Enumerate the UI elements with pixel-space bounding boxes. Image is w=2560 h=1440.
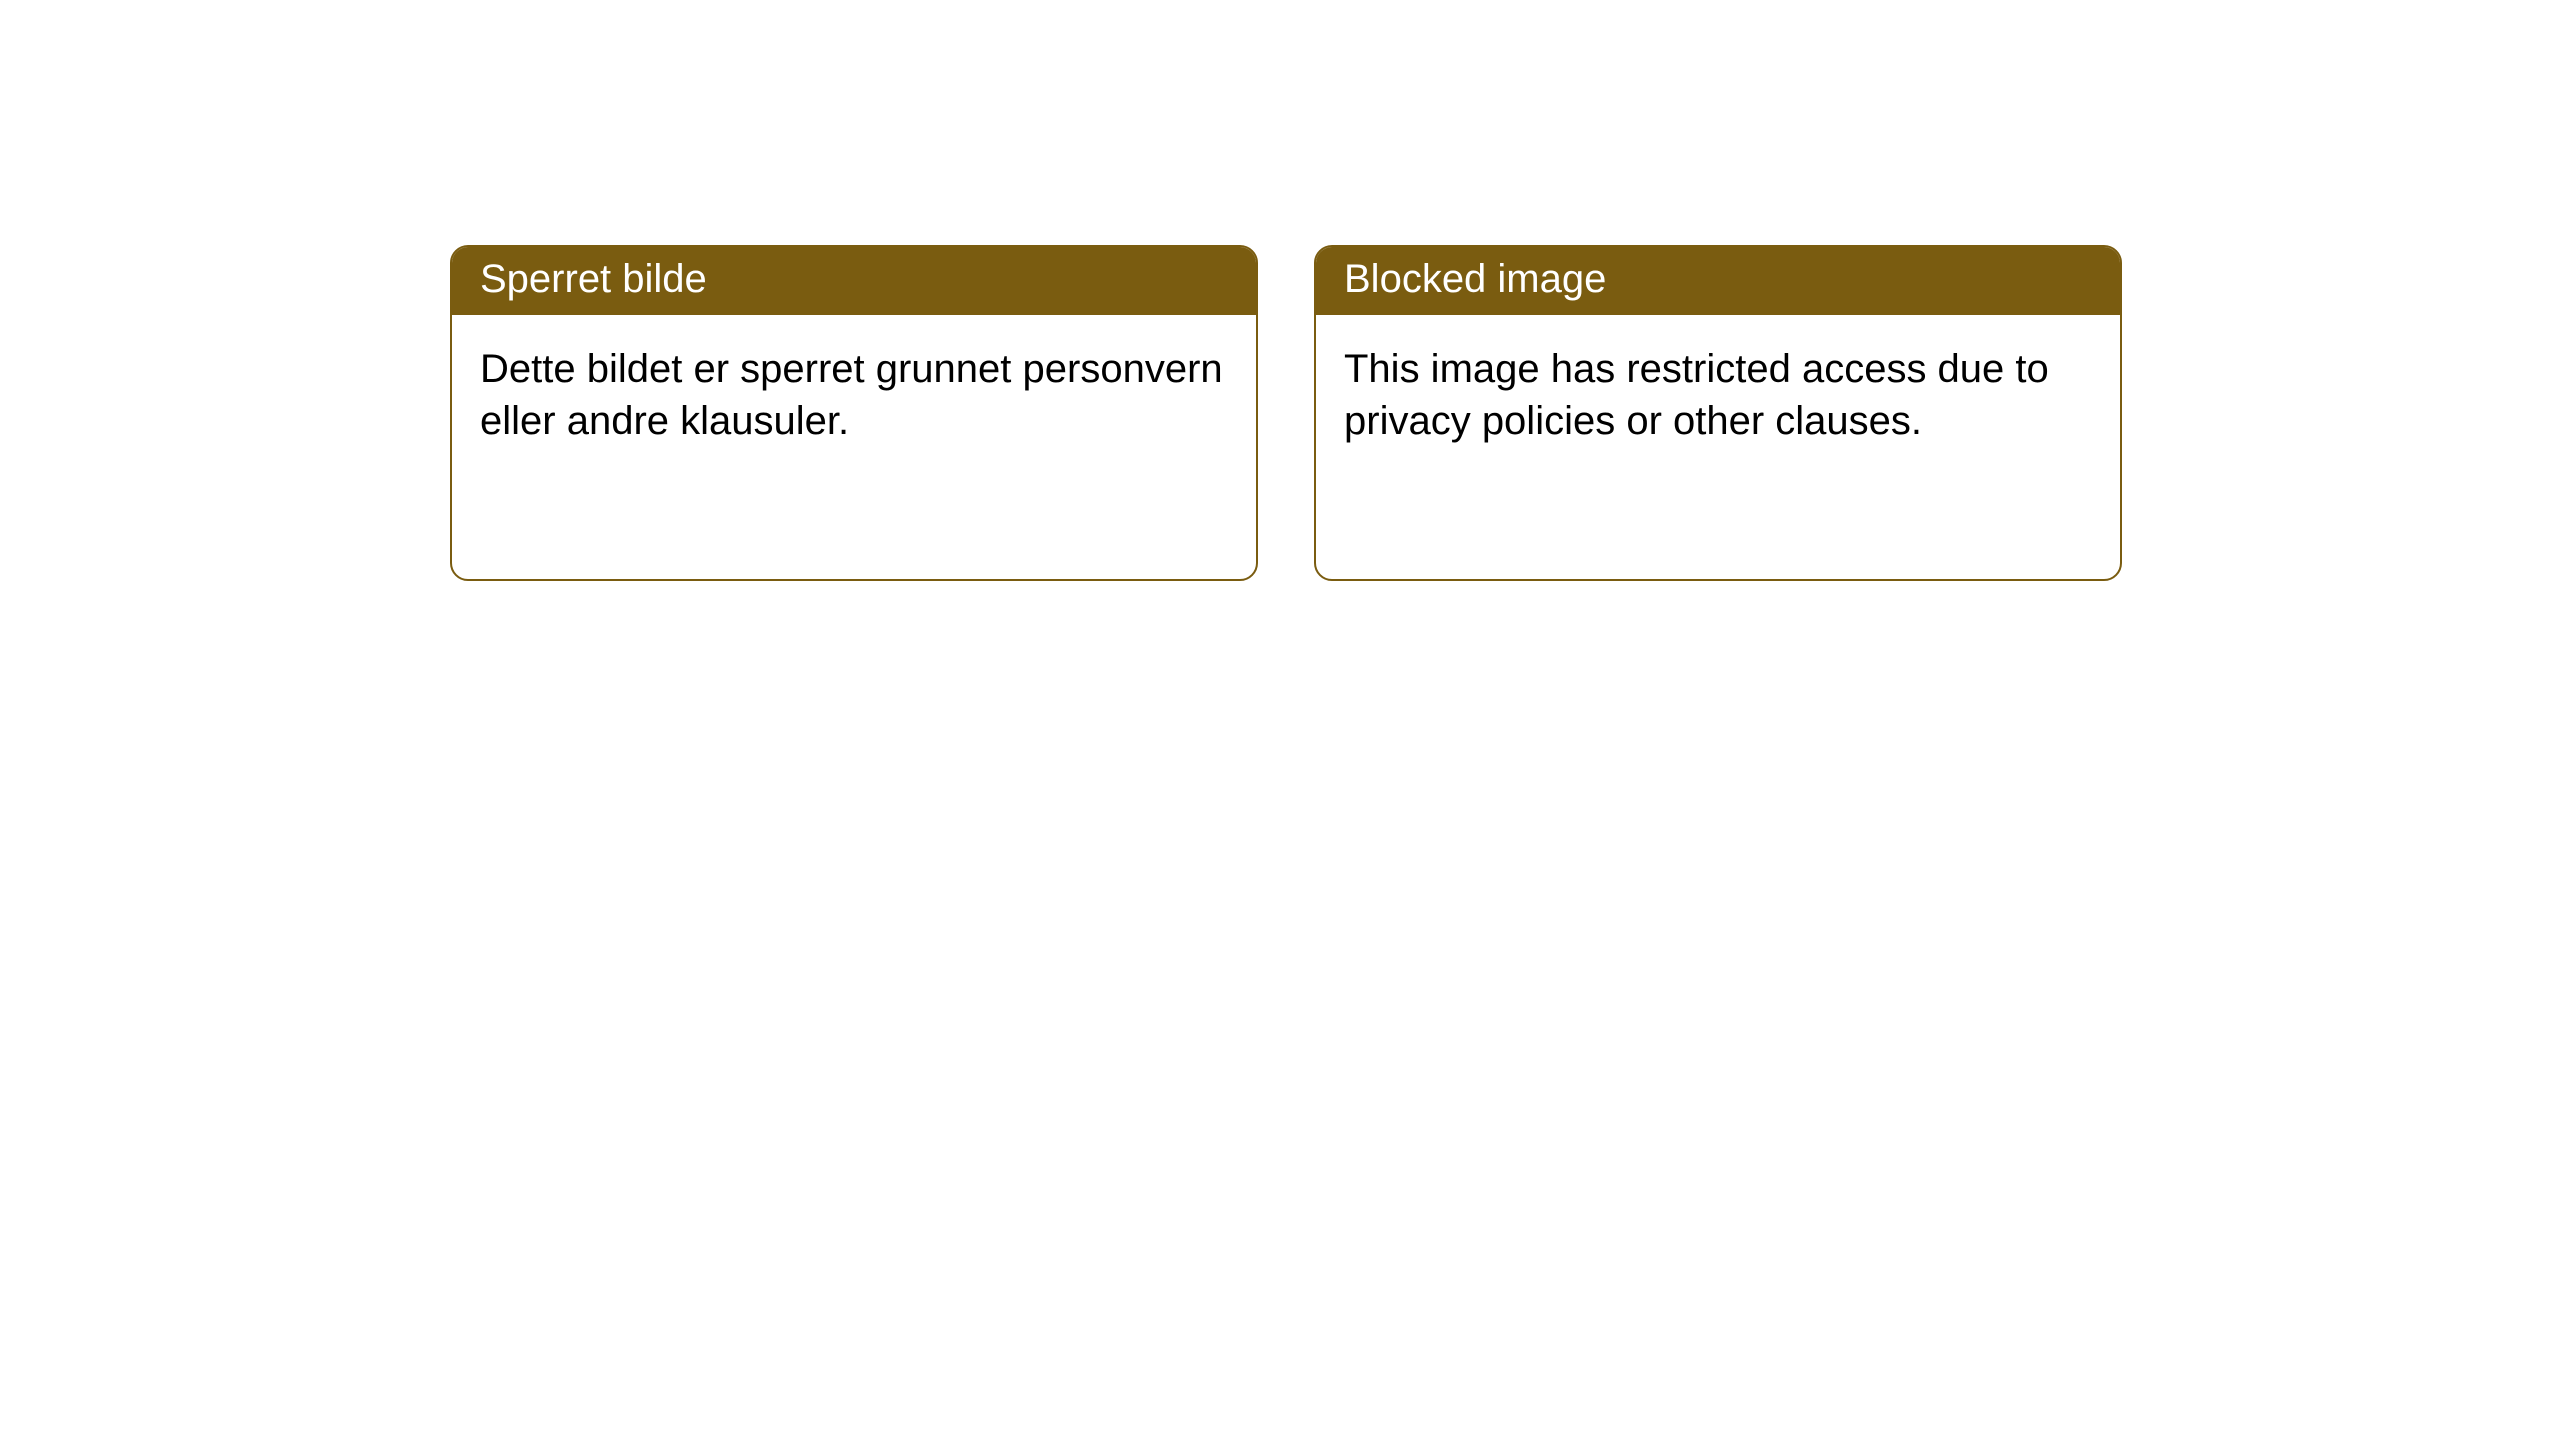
notice-header: Sperret bilde xyxy=(452,247,1256,315)
notice-box-norwegian: Sperret bilde Dette bildet er sperret gr… xyxy=(450,245,1258,581)
notice-body: Dette bildet er sperret grunnet personve… xyxy=(452,315,1256,475)
notice-container: Sperret bilde Dette bildet er sperret gr… xyxy=(0,0,2560,581)
notice-header: Blocked image xyxy=(1316,247,2120,315)
notice-body: This image has restricted access due to … xyxy=(1316,315,2120,475)
notice-box-english: Blocked image This image has restricted … xyxy=(1314,245,2122,581)
